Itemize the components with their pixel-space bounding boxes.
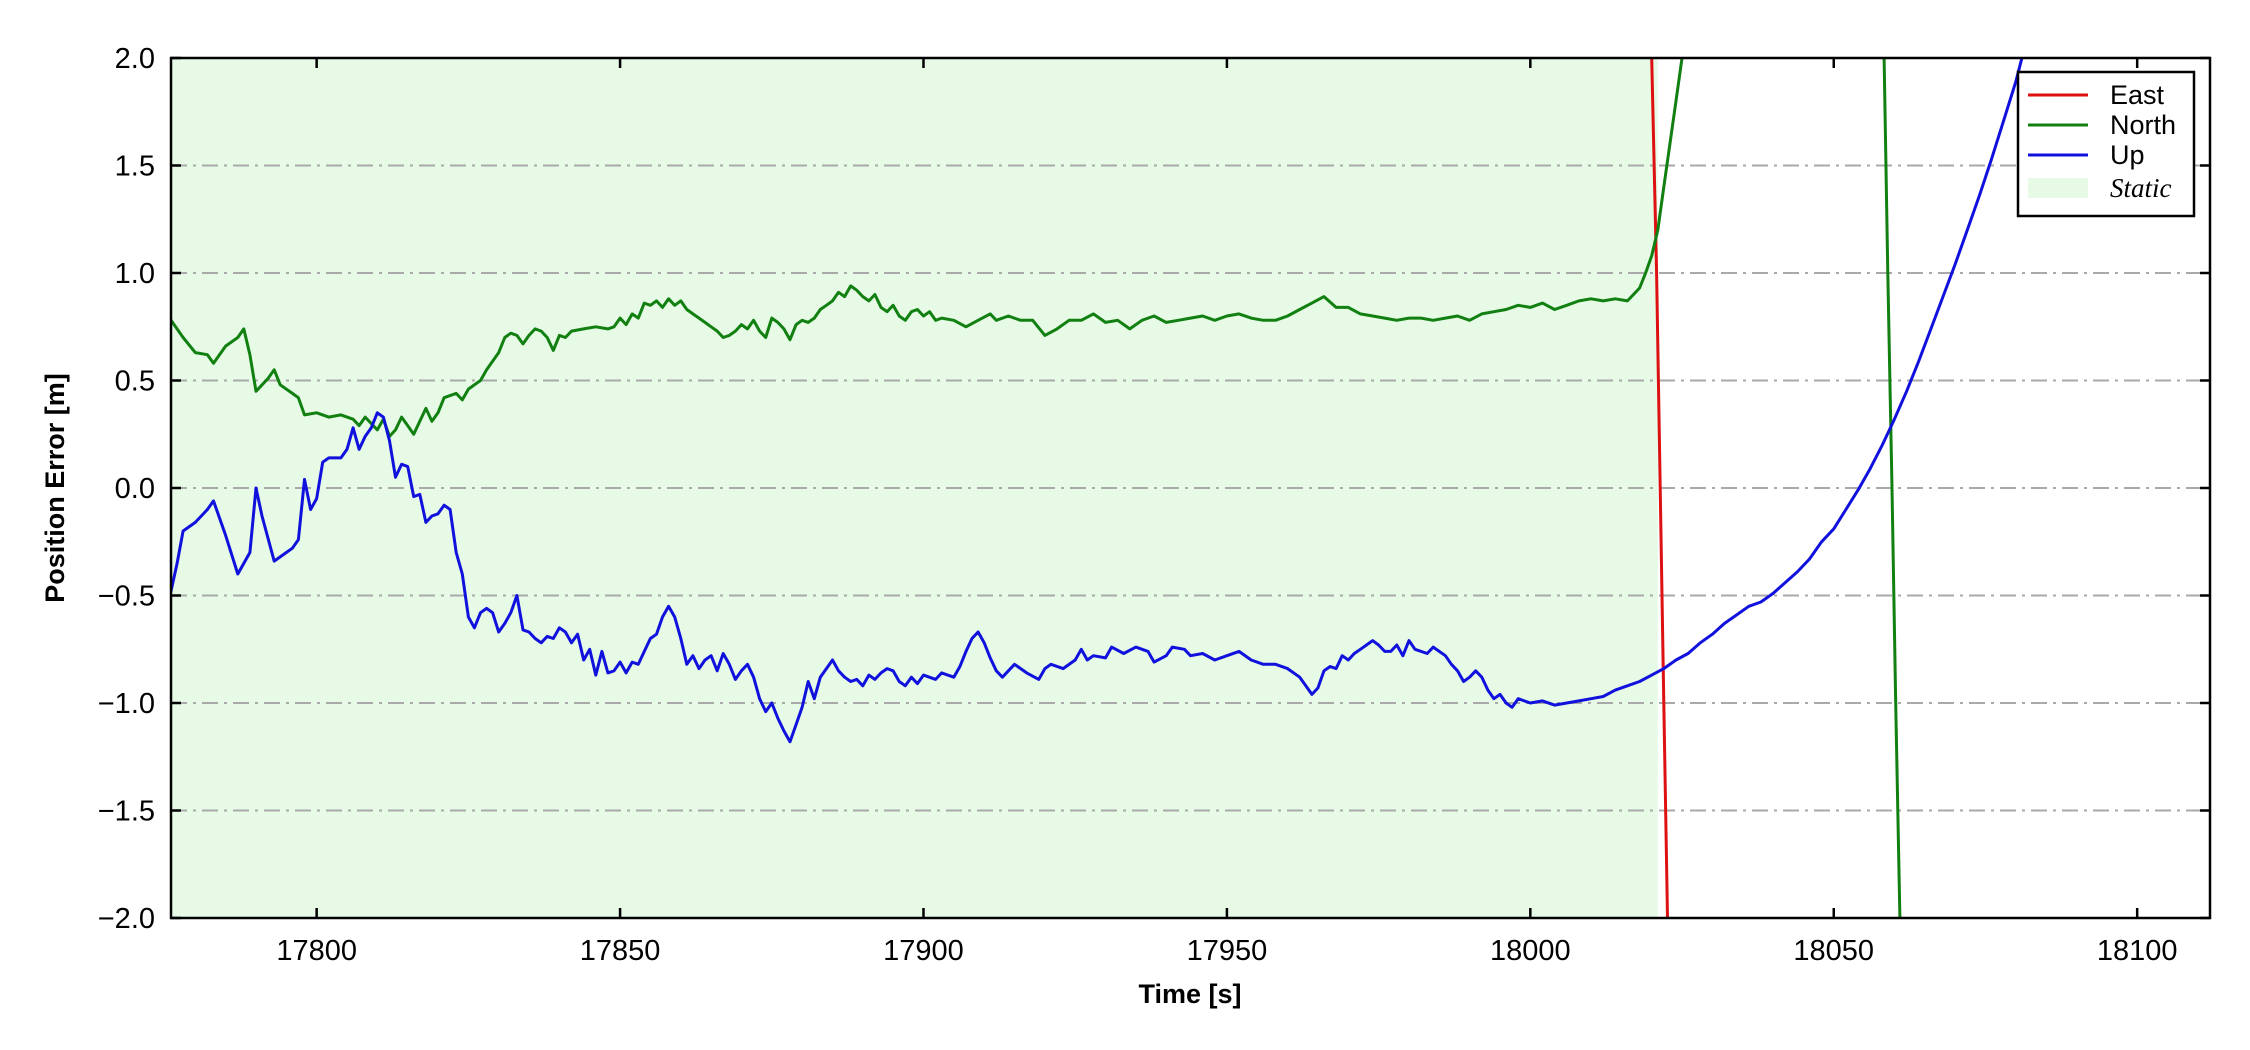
y-tick-label: 0.5	[115, 366, 155, 398]
y-tick-label: −1.5	[98, 796, 155, 828]
x-axis-ticks: 17800 17850 17900 17950 18000 18050 18100	[276, 58, 2178, 967]
y-axis-label: Position Error [m]	[40, 373, 70, 603]
x-axis-label: Time [s]	[1138, 979, 1241, 1009]
legend: East North Up Static	[2016, 70, 2196, 218]
legend-label-up: Up	[2110, 140, 2145, 170]
y-tick-label: 2.0	[115, 43, 155, 75]
legend-label-static: Static	[2110, 173, 2172, 203]
x-tick-label: 17950	[1187, 935, 1268, 967]
legend-swatch-static	[2028, 178, 2088, 198]
static-region-0	[171, 58, 1658, 918]
x-tick-label: 18050	[1793, 935, 1874, 967]
x-tick-label: 17850	[580, 935, 661, 967]
y-tick-label: 1.5	[115, 151, 155, 183]
y-tick-label: 1.0	[115, 258, 155, 290]
y-axis-ticks: −2.0 −1.5 −1.0 −0.5 0.0 0.5 1.0 1.5 2.0	[98, 43, 2210, 935]
y-tick-label: −2.0	[98, 903, 155, 935]
series-line-up	[171, 58, 2024, 744]
series-line-north	[171, 58, 1902, 918]
y-tick-label: 0.0	[115, 473, 155, 505]
x-tick-label: 18100	[2097, 935, 2178, 967]
legend-label-north: North	[2110, 110, 2176, 140]
legend-label-east: East	[2110, 80, 2165, 110]
series-layer	[171, 58, 2024, 918]
y-tick-label: −1.0	[98, 688, 155, 720]
series-line-east	[1650, 58, 1669, 918]
x-tick-label: 18000	[1490, 935, 1571, 967]
x-tick-label: 17800	[276, 935, 357, 967]
x-tick-label: 17900	[883, 935, 964, 967]
y-tick-label: −0.5	[98, 581, 155, 613]
static-regions	[171, 58, 1658, 918]
